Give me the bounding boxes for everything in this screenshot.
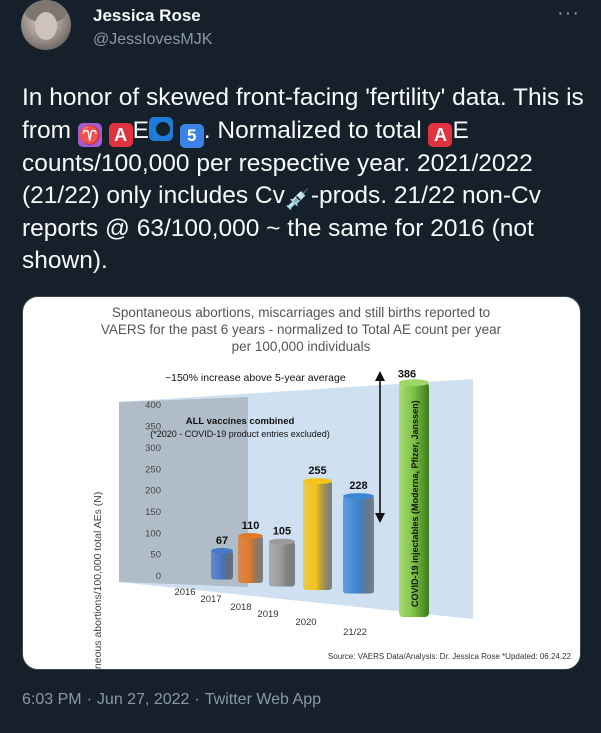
tweet-text-part4: -prods. 21/22 non-Cv reports @ 63/100,00…: [22, 182, 541, 274]
y-tick-label: 400: [145, 400, 161, 411]
chart-title-line2: VAERS for the past 6 years - normalized …: [101, 322, 502, 337]
syringe-emoji-icon: 💉: [285, 189, 311, 211]
bar-2019: [269, 541, 295, 587]
x-tick-label: 21/22: [343, 627, 367, 638]
baseline-years-panel: [119, 397, 248, 587]
y-tick-label: 200: [145, 486, 161, 497]
e-letter: E: [132, 116, 149, 144]
y-tick-label: 50: [150, 550, 161, 561]
bar-2018: [238, 536, 263, 583]
chart-title-line3: per 100,000 individuals: [232, 339, 371, 354]
y-tick-label: 150: [145, 507, 161, 518]
bar-value-label: 105: [273, 526, 291, 538]
avatar[interactable]: [21, 0, 71, 50]
x-tick-label: 2019: [257, 609, 278, 620]
aries-emoji-icon: ♈: [77, 122, 102, 147]
bar-value-label: 255: [308, 465, 326, 477]
highlight-bar-label: COVID-19 injectables (Moderna, Pfizer, J…: [410, 400, 420, 607]
user-handle[interactable]: @JessIovesMJK: [93, 31, 213, 48]
chart-svg: Spontaneous abortions, miscarriages and …: [92, 305, 572, 669]
chart-source: Source: VAERS Data/Analysis: Dr. Jessica…: [328, 652, 572, 661]
y-tick-label: 100: [145, 528, 161, 539]
x-tick-label: 2020: [295, 617, 316, 628]
a-button-emoji-icon-2: A: [428, 122, 453, 147]
bar-21-22: [343, 496, 374, 594]
display-name[interactable]: Jessica Rose: [93, 6, 201, 25]
y-tick-label: 350: [145, 422, 161, 433]
more-options-icon[interactable]: ···: [557, 2, 580, 24]
tweet-time[interactable]: 6:03 PM: [22, 691, 82, 708]
tweet-app[interactable]: Twitter Web App: [204, 691, 321, 708]
tweet-text: In honor of skewed front-facing 'fertili…: [22, 82, 587, 278]
bar-value-label: 67: [216, 535, 228, 547]
a-button-emoji-icon: A: [108, 122, 133, 147]
highlight-bar: [399, 382, 429, 617]
increase-annotation: ~150% increase above 5-year average: [165, 372, 346, 384]
highlight-value-label: 386: [398, 369, 416, 381]
bar-value-label: 110: [242, 520, 260, 532]
bar-2017: [211, 550, 233, 580]
y-tick-label: 300: [145, 443, 161, 454]
tweet-text-part2: . Normalized to total: [203, 116, 422, 144]
y-axis-label: Spontaneous abortions/100,000 total AEs …: [92, 492, 104, 669]
tweet-timestamp[interactable]: 6:03 PM · Jun 27, 2022 · Twitter Web App: [22, 691, 321, 708]
x-tick-label: 2016: [174, 587, 195, 598]
bar-value-label: 228: [349, 480, 367, 492]
tweet-date[interactable]: Jun 27, 2022: [96, 691, 190, 708]
panel-note: (*2020 - COVID-19 product entries exclud…: [150, 429, 330, 439]
tweet-text-part3: E counts/100,000 per respective year. 20…: [22, 116, 533, 210]
panel-title: ALL vaccines combined: [186, 416, 295, 427]
x-tick-label: 2018: [230, 602, 251, 613]
keycap-five-emoji-icon: 5: [179, 123, 204, 148]
chart-image-card[interactable]: Spontaneous abortions, miscarriages and …: [22, 296, 581, 670]
y-tick-label: 0: [156, 571, 161, 582]
crescent-c-emoji-icon: [148, 116, 173, 141]
chart-title-line1: Spontaneous abortions, miscarriages and …: [112, 305, 490, 320]
bar-2020: [303, 481, 332, 590]
tweet-text-part1: In honor of skewed front-facing 'fertili…: [22, 84, 584, 144]
y-tick-label: 250: [145, 464, 161, 475]
x-tick-label: 2017: [200, 594, 221, 605]
